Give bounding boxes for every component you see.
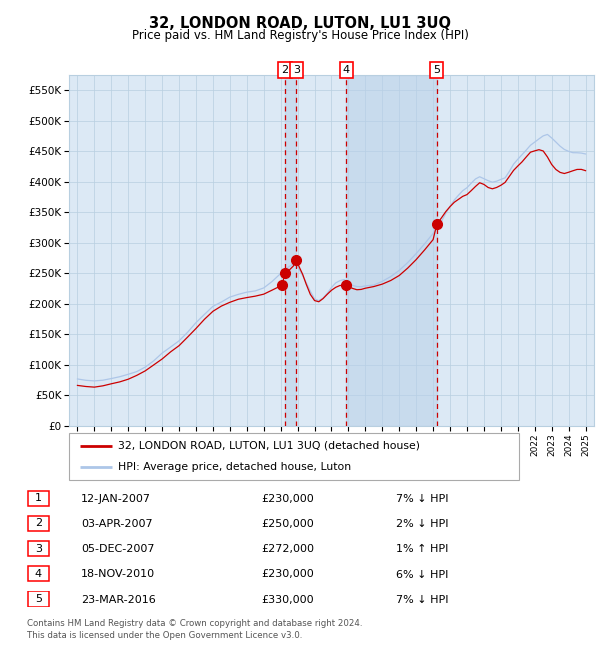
Text: This data is licensed under the Open Government Licence v3.0.: This data is licensed under the Open Gov… <box>27 631 302 640</box>
FancyBboxPatch shape <box>28 566 49 581</box>
FancyBboxPatch shape <box>28 541 49 556</box>
Text: 4: 4 <box>343 65 350 75</box>
Text: Price paid vs. HM Land Registry's House Price Index (HPI): Price paid vs. HM Land Registry's House … <box>131 29 469 42</box>
FancyBboxPatch shape <box>28 491 49 506</box>
Text: HPI: Average price, detached house, Luton: HPI: Average price, detached house, Luto… <box>119 462 352 472</box>
Text: 5: 5 <box>433 65 440 75</box>
FancyBboxPatch shape <box>28 592 49 606</box>
FancyBboxPatch shape <box>69 433 519 480</box>
Text: £230,000: £230,000 <box>261 569 314 579</box>
Text: 05-DEC-2007: 05-DEC-2007 <box>81 544 155 554</box>
Text: 6% ↓ HPI: 6% ↓ HPI <box>396 569 448 579</box>
Text: 32, LONDON ROAD, LUTON, LU1 3UQ (detached house): 32, LONDON ROAD, LUTON, LU1 3UQ (detache… <box>119 441 421 450</box>
Text: 7% ↓ HPI: 7% ↓ HPI <box>396 494 449 504</box>
Text: £330,000: £330,000 <box>261 595 314 604</box>
Bar <box>285 75 296 426</box>
Text: 4: 4 <box>35 569 42 578</box>
Bar <box>346 75 437 426</box>
Text: 2% ↓ HPI: 2% ↓ HPI <box>396 519 449 529</box>
Text: 18-NOV-2010: 18-NOV-2010 <box>81 569 155 579</box>
Text: 03-APR-2007: 03-APR-2007 <box>81 519 152 529</box>
Text: £230,000: £230,000 <box>261 494 314 504</box>
Text: 1: 1 <box>35 493 42 503</box>
Text: 23-MAR-2016: 23-MAR-2016 <box>81 595 156 604</box>
Text: 3: 3 <box>35 543 42 554</box>
Text: Contains HM Land Registry data © Crown copyright and database right 2024.: Contains HM Land Registry data © Crown c… <box>27 619 362 629</box>
Text: 3: 3 <box>293 65 300 75</box>
Text: 12-JAN-2007: 12-JAN-2007 <box>81 494 151 504</box>
Text: 32, LONDON ROAD, LUTON, LU1 3UQ: 32, LONDON ROAD, LUTON, LU1 3UQ <box>149 16 451 31</box>
Text: 5: 5 <box>35 594 42 604</box>
Text: £250,000: £250,000 <box>261 519 314 529</box>
Text: £272,000: £272,000 <box>261 544 314 554</box>
Text: 7% ↓ HPI: 7% ↓ HPI <box>396 595 449 604</box>
Text: 2: 2 <box>35 519 42 528</box>
Text: 1% ↑ HPI: 1% ↑ HPI <box>396 544 448 554</box>
Text: 2: 2 <box>281 65 289 75</box>
FancyBboxPatch shape <box>28 516 49 531</box>
